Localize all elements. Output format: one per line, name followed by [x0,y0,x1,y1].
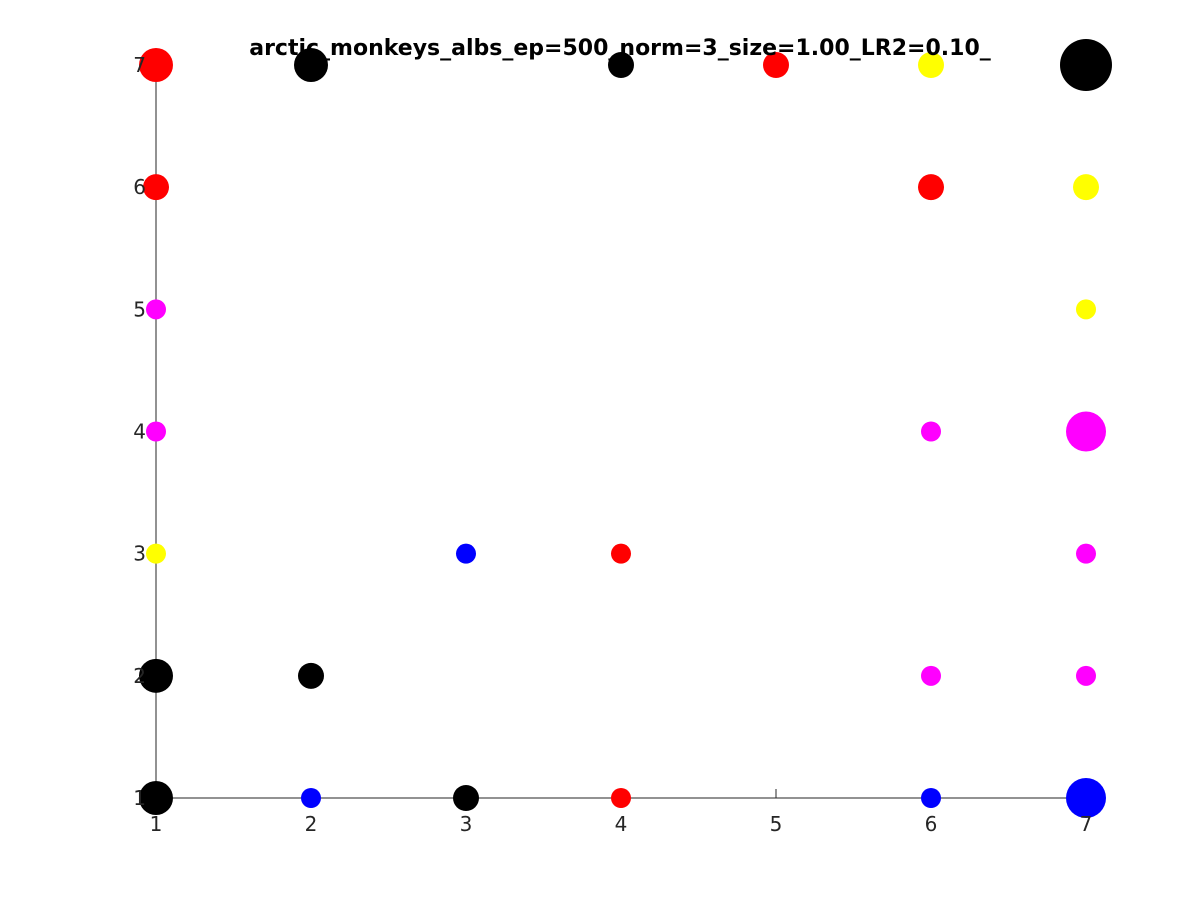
data-point [298,662,324,689]
x-tick-label: 4 [615,812,628,836]
data-point [921,665,941,686]
data-point [146,421,166,442]
data-point [763,52,789,78]
tick-labels: 1 2 3 4 5 6 7 1 2 3 4 5 6 7 [133,53,1092,836]
data-point [143,174,169,201]
y-tick-label: 6 [133,175,146,199]
axes [155,65,1086,799]
data-point [139,781,173,815]
ticks [155,64,1087,799]
data-point [1066,411,1106,452]
data-point [453,785,479,811]
data-point [1076,543,1096,564]
data-point [1076,665,1096,686]
x-tick-label: 1 [150,812,163,836]
y-tick-label: 2 [133,664,146,688]
data-point [294,48,328,82]
data-point [146,543,166,564]
chart-title: arctic_monkeys_albs_ep=500_norm=3_size=1… [249,36,991,61]
x-tick-label: 5 [770,812,783,836]
data-point [301,788,321,808]
data-point [918,174,944,201]
x-tick-label: 2 [305,812,318,836]
data-point [1073,174,1099,201]
x-tick-label: 3 [460,812,473,836]
data-point [918,52,944,78]
y-tick-label: 4 [133,420,146,444]
x-tick-label: 6 [925,812,938,836]
data-point [921,421,941,442]
data-point [1060,39,1112,91]
y-tick-label: 7 [133,53,146,77]
data-point [921,788,941,808]
data-point [1076,299,1096,320]
y-tick-label: 5 [133,297,146,321]
data-point [1066,778,1106,818]
data-point [146,299,166,320]
data-point [608,52,634,78]
data-point [139,48,173,82]
y-tick-label: 3 [133,542,146,566]
data-point [139,658,173,693]
data-point [611,788,631,808]
data-points [139,39,1112,818]
data-point [456,543,476,564]
x-tick-label: 7 [1080,812,1093,836]
data-point [611,543,631,564]
y-tick-label: 1 [133,786,146,810]
